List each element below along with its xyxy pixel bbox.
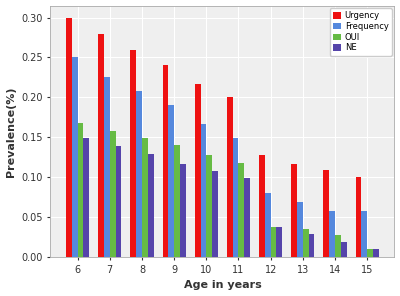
Bar — [233, 138, 238, 257]
Bar — [130, 49, 136, 257]
Bar — [265, 193, 271, 257]
Bar — [66, 17, 72, 257]
Bar — [291, 164, 297, 257]
Bar — [324, 170, 329, 257]
Bar — [148, 154, 154, 257]
Bar — [200, 124, 206, 257]
Bar — [297, 202, 303, 257]
Bar — [162, 65, 168, 257]
Bar — [110, 131, 116, 257]
Bar — [168, 105, 174, 257]
Bar — [309, 234, 314, 257]
Bar — [195, 84, 200, 257]
X-axis label: Age in years: Age in years — [184, 280, 261, 290]
Bar — [104, 77, 110, 257]
Bar — [329, 211, 335, 257]
Bar — [212, 171, 218, 257]
Bar — [238, 163, 244, 257]
Bar — [271, 227, 276, 257]
Bar — [72, 57, 78, 257]
Bar — [136, 91, 142, 257]
Bar — [362, 211, 367, 257]
Bar — [356, 177, 362, 257]
Bar — [276, 227, 282, 257]
Bar — [244, 178, 250, 257]
Bar — [83, 138, 89, 257]
Bar — [78, 123, 83, 257]
Bar — [303, 229, 309, 257]
Bar — [174, 145, 180, 257]
Bar — [335, 235, 341, 257]
Y-axis label: Prevalence(%): Prevalence(%) — [6, 86, 16, 177]
Bar — [142, 138, 148, 257]
Bar — [259, 155, 265, 257]
Bar — [367, 249, 373, 257]
Bar — [116, 146, 121, 257]
Bar — [227, 97, 233, 257]
Bar — [341, 242, 347, 257]
Bar — [206, 155, 212, 257]
Bar — [180, 164, 186, 257]
Legend: Urgency, Frequency, OUI, NE: Urgency, Frequency, OUI, NE — [330, 8, 392, 56]
Bar — [373, 249, 379, 257]
Bar — [98, 33, 104, 257]
